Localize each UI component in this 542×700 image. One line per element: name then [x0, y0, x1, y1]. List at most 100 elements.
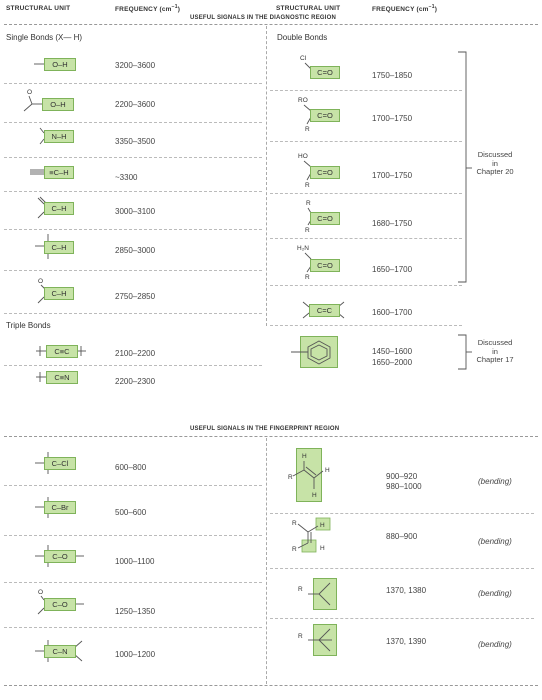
row-rule	[270, 193, 462, 194]
bond-box-co-ether: C–O	[44, 550, 76, 563]
col-header-freq-left: FREQUENCY (cm−1)	[115, 4, 181, 14]
bond-box-carboxylic-acid: C=O	[310, 166, 340, 179]
svg-text:O: O	[27, 89, 32, 96]
diagnostic-region-title: USEFUL SIGNALS IN THE DIAGNOSTIC REGION	[190, 15, 337, 21]
isopropyl-box	[308, 578, 337, 610]
svg-text:O: O	[38, 278, 43, 285]
row-rule	[4, 485, 262, 486]
svg-text:R: R	[292, 520, 297, 527]
tert-butyl-r-label: R	[298, 633, 303, 640]
row-rule	[4, 627, 262, 628]
row-rule	[4, 157, 262, 158]
col-header-unit-left: STRUCTURAL UNIT	[6, 5, 71, 12]
bending-note-3: (bending)	[478, 589, 512, 598]
substituent-label: R	[306, 200, 311, 207]
substituent-label: Cl	[300, 55, 307, 62]
bond-box-alkane-ch: C–H	[44, 241, 74, 254]
svg-text:H: H	[312, 492, 317, 499]
substituent-label-r: R	[305, 182, 310, 189]
row-rule	[270, 568, 534, 569]
substituent-label-r: R	[305, 227, 310, 234]
freq-fp-right-1a: 900–920	[386, 472, 418, 481]
row-rule	[270, 285, 462, 286]
column-divider-bottom	[266, 438, 267, 684]
bracket-chapter-20	[458, 51, 472, 283]
fingerprint-region-title: USEFUL SIGNALS IN THE FINGERPRINT REGION	[190, 426, 340, 432]
freq-fp-right-1b: 980–1000	[386, 482, 422, 491]
freq-triple-2: 2200–2300	[115, 377, 156, 386]
col-header-unit-right: STRUCTURAL UNIT	[276, 5, 341, 12]
freq-aromatic-1: 1450–1600	[372, 347, 413, 356]
freq-aromatic-2: 1650–2000	[372, 358, 413, 367]
row-rule	[270, 141, 462, 142]
svg-text:H: H	[320, 522, 325, 529]
bond-box-alkene: C=C	[309, 304, 340, 317]
row-rule	[4, 365, 262, 366]
bond-box-amide: C=O	[310, 259, 340, 272]
substituent-label-r: R	[305, 126, 310, 133]
row-rule	[4, 83, 262, 84]
row-rule	[4, 191, 262, 192]
freq-single-5: 3000–3100	[115, 207, 156, 216]
freq-fp-left-3: 1000–1100	[115, 557, 155, 566]
freq-single-7: 2750–2850	[115, 292, 156, 301]
freq-double-2: 1700–1750	[372, 114, 413, 123]
svg-text:O: O	[38, 589, 43, 596]
freq-single-2: 2200–3600	[115, 100, 156, 109]
aromatic-ring-box	[291, 336, 338, 368]
single-bonds-heading: Single Bonds (X— H)	[6, 33, 83, 42]
trans-alkene-structure: R H R H	[292, 517, 331, 553]
freq-single-1: 3200–3600	[115, 61, 156, 70]
svg-text:H: H	[320, 545, 325, 552]
bracket-chapter-17	[458, 334, 472, 370]
row-rule	[270, 90, 462, 91]
double-bonds-heading: Double Bonds	[277, 33, 328, 42]
bond-box-ccl: C–Cl	[44, 457, 76, 470]
row-rule	[270, 238, 462, 239]
svg-text:H: H	[325, 467, 330, 474]
isopropyl-r-label: R	[298, 586, 303, 593]
column-divider-top	[266, 26, 267, 326]
bond-box-ester: C=O	[310, 109, 340, 122]
bond-box-alkyne: C≡C	[46, 345, 78, 358]
header-rule	[4, 24, 538, 25]
freq-fp-right-4: 1370, 1390	[386, 637, 427, 646]
col-header-freq-right: FREQUENCY (cm−1)	[372, 4, 438, 14]
row-rule	[4, 582, 262, 583]
bond-box-co-ester: C–O	[44, 598, 76, 611]
svg-text:R: R	[292, 546, 297, 553]
oh-structure-1	[34, 63, 44, 65]
freq-fp-left-1: 600–800	[115, 463, 147, 472]
freq-double-1: 1750–1850	[372, 71, 413, 80]
freq-fp-left-2: 500–600	[115, 508, 147, 517]
freq-single-6: 2850–3000	[115, 246, 156, 255]
tert-butyl-icon	[308, 628, 332, 652]
bond-box-nitrile: C≡N	[46, 371, 78, 384]
row-rule	[4, 313, 262, 314]
freq-triple-1: 2100–2200	[115, 349, 156, 358]
alkyne-ch-structure	[30, 169, 44, 175]
row-rule	[4, 270, 262, 271]
bottom-rule	[4, 685, 538, 686]
freq-fp-left-4: 1250–1350	[115, 607, 156, 616]
substituent-label: H₂N	[297, 245, 309, 252]
row-rule	[270, 618, 534, 619]
freq-fp-right-2: 880–900	[386, 532, 418, 541]
freq-single-4: ~3300	[115, 173, 138, 182]
freq-double-4: 1680–1750	[372, 219, 413, 228]
triple-bonds-heading: Triple Bonds	[6, 321, 51, 330]
nh-structure	[39, 127, 45, 145]
freq-double-3: 1700–1750	[372, 171, 413, 180]
row-rule	[4, 229, 262, 230]
benzene-icon	[291, 340, 331, 365]
svg-text:H: H	[302, 453, 307, 460]
tert-butyl-box	[308, 624, 337, 656]
row-rule	[270, 325, 462, 326]
bond-box-oh-1: O–H	[44, 58, 76, 71]
bond-box-cn: C–N	[44, 645, 76, 658]
row-rule	[4, 122, 262, 123]
freq-double-6: 1600–1700	[372, 308, 413, 317]
bond-box-acyl-chloride: C=O	[310, 66, 340, 79]
bond-box-oh-2: O–H	[42, 98, 74, 111]
bond-box-nh: N–H	[44, 130, 74, 143]
